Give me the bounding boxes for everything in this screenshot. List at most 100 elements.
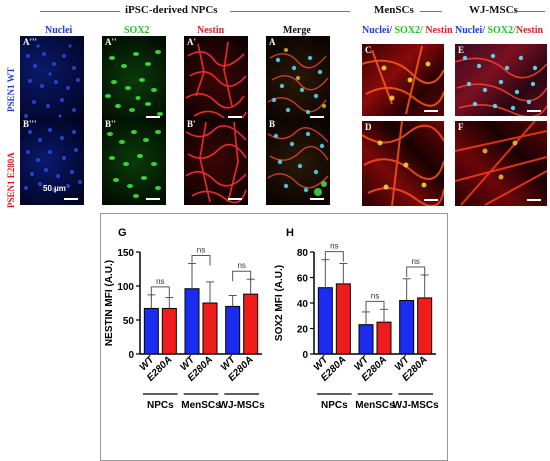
group-label: NPCs (147, 400, 174, 411)
scale-bar (64, 198, 78, 200)
panel-label-a2: A'' (105, 37, 117, 47)
significance-label: ns (237, 261, 245, 270)
mensc-cells-svg (362, 121, 444, 206)
header-rule-right (515, 11, 545, 12)
combo2-nuclei-text: Nuclei/ (455, 25, 485, 36)
panel-e-wj-wt: E (455, 44, 547, 116)
nuclei-cells-svg (24, 44, 80, 118)
scale-bar (424, 110, 438, 112)
nuclei-cells-svg (24, 128, 82, 192)
significance-label: ns (197, 246, 205, 255)
scale-bar (146, 198, 160, 200)
combo-nestin-text: Nestin (425, 25, 453, 36)
panel-a2-sox2-wt: A'' (102, 36, 166, 123)
panel-b3-nuclei-mut: B''' 50 µm (20, 118, 84, 205)
panel-label-a1: A' (187, 37, 196, 47)
combo2-sox2-text: SOX2/ (485, 25, 516, 36)
scale-bar (424, 199, 438, 201)
panel-f-wj-mut: F (455, 121, 547, 206)
wj-cells-svg (455, 53, 547, 116)
scale-bar (527, 110, 541, 112)
header-wj: WJ-MSCs (469, 4, 518, 16)
sox2-cells-svg (107, 130, 161, 198)
panel-label-a3: A''' (23, 37, 38, 47)
group-label: MenSCs (355, 400, 395, 411)
combo-sox2-text: SOX2/ (392, 25, 426, 36)
panel-b2-sox2-mut: B'' (102, 118, 166, 205)
col-label-merge: Merge (283, 25, 311, 36)
wj-cells-svg (455, 121, 547, 206)
group-label: WJ-MSCs (393, 400, 440, 411)
y-tick-label: 60 (297, 274, 309, 285)
y-tick-label: 100 (117, 282, 134, 293)
combo2-nestin-text: Nestin (515, 25, 544, 36)
col-label-nestin: Nestin (197, 25, 225, 36)
y-axis-label: SOX2 MFI (A.U.) (274, 265, 285, 341)
significance-label: ns (371, 291, 379, 300)
y-tick-label: 20 (297, 325, 309, 336)
col-label-sox2: SOX2 (124, 25, 150, 36)
bar (417, 297, 433, 355)
y-tick-label: 150 (117, 248, 134, 259)
header-mensc: MenSCs (374, 4, 414, 16)
scale-bar (146, 116, 160, 118)
col-label-nuclei: Nuclei (45, 25, 73, 36)
combo-nuclei-text: Nuclei/ (362, 25, 392, 36)
panel-label-b3: B''' (23, 119, 37, 129)
scale-bar (527, 199, 541, 201)
bar (358, 324, 374, 355)
significance-label: ns (330, 242, 338, 251)
significance-label: ns (156, 277, 164, 286)
bar (184, 288, 200, 355)
bar (317, 287, 333, 355)
nestin-cells-svg (185, 121, 247, 204)
header-rule-mid2 (420, 11, 442, 12)
panel-b1-nestin-mut: B' (184, 118, 248, 205)
scale-bar (228, 198, 242, 200)
scale-text: 50 µm (43, 184, 66, 193)
merge-cells-svg (267, 48, 329, 115)
panel-c-mensc-wt: C (362, 44, 444, 116)
panel-label-a: A (269, 37, 276, 47)
col-label-mensc-combo: Nuclei/ SOX2/ Nestin (362, 25, 453, 36)
bar (376, 321, 392, 355)
group-label: NPCs (321, 400, 348, 411)
scale-bar (310, 198, 324, 200)
panel-label-b: B (269, 119, 276, 129)
significance-label: ns (411, 257, 419, 266)
y-tick-label: 0 (302, 350, 308, 361)
y-tick-label: 80 (297, 248, 309, 259)
bar (202, 302, 218, 355)
significance-bracket (191, 255, 211, 266)
significance-bracket (232, 270, 252, 282)
panel-label-h: H (286, 227, 294, 239)
merge-cells-svg (267, 127, 329, 196)
bar (399, 299, 415, 355)
mensc-cells-svg (362, 45, 444, 115)
micrograph-figure: iPSC-derived NPCs MenSCs WJ-MSCs Nuclei … (0, 0, 550, 210)
bar (143, 307, 159, 355)
y-axis-label: NESTIN MFI (A.U.) (104, 260, 115, 346)
panel-label-e: E (458, 45, 465, 55)
scale-bar (310, 116, 324, 118)
panel-d-mensc-mut: D (362, 121, 444, 206)
panel-a3-nuclei-wt: A''' (20, 36, 84, 123)
sox2-cells-svg (105, 50, 163, 116)
panel-b-merge-mut: B (266, 118, 330, 205)
bar (335, 283, 351, 355)
group-label: MenSCs (181, 400, 221, 411)
panel-label-b2: B'' (105, 119, 117, 129)
panel-label-g: G (118, 227, 127, 239)
significance-bracket (324, 251, 344, 262)
y-tick-label: 40 (297, 299, 309, 310)
bar (225, 305, 241, 355)
bar (243, 293, 259, 355)
panel-a-merge-wt: A (266, 36, 330, 123)
panel-a1-nestin-wt: A' (184, 36, 248, 123)
header-rule-left (40, 11, 120, 12)
header-rule-mid (230, 11, 350, 12)
group-label: WJ-MSCs (219, 400, 266, 411)
panel-label-f: F (458, 122, 464, 132)
y-tick-label: 0 (128, 350, 134, 361)
panel-label-b1: B' (187, 119, 196, 129)
